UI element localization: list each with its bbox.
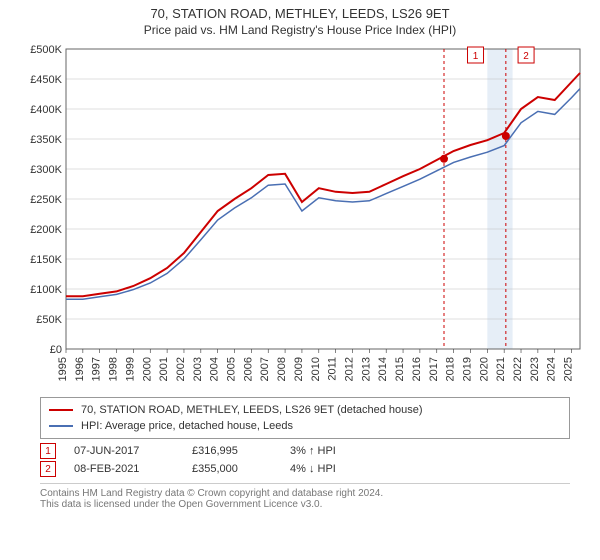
svg-text:2016: 2016 bbox=[411, 357, 423, 381]
line-chart: £0 £50K £100K £150K £200K £250K £300K £350K £400… bbox=[20, 41, 590, 391]
svg-text:2012: 2012 bbox=[343, 357, 355, 381]
svg-text:1: 1 bbox=[473, 51, 479, 62]
svg-text:2009: 2009 bbox=[293, 357, 305, 381]
sale-price: £316,995 bbox=[192, 445, 272, 457]
svg-text:2024: 2024 bbox=[546, 357, 558, 381]
svg-text:2022: 2022 bbox=[512, 357, 524, 381]
svg-text:£300K: £300K bbox=[30, 164, 62, 176]
svg-text:1997: 1997 bbox=[91, 357, 103, 381]
svg-text:£100K: £100K bbox=[30, 284, 62, 296]
svg-text:£400K: £400K bbox=[30, 104, 62, 116]
chart-area: £0 £50K £100K £150K £200K £250K £300K £350K £400… bbox=[20, 41, 590, 391]
svg-text:2023: 2023 bbox=[529, 357, 541, 381]
legend: 70, STATION ROAD, METHLEY, LEEDS, LS26 9… bbox=[40, 397, 570, 439]
svg-text:1995: 1995 bbox=[57, 357, 69, 381]
footnote: Contains HM Land Registry data © Crown c… bbox=[40, 483, 570, 510]
svg-text:£50K: £50K bbox=[36, 314, 62, 326]
legend-label: 70, STATION ROAD, METHLEY, LEEDS, LS26 9… bbox=[81, 404, 423, 416]
svg-text:2021: 2021 bbox=[495, 357, 507, 381]
sale-badge: 1 bbox=[40, 443, 56, 459]
chart-subtitle: Price paid vs. HM Land Registry's House … bbox=[0, 21, 600, 41]
sale-diff: 4% ↓ HPI bbox=[290, 463, 370, 475]
legend-label: HPI: Average price, detached house, Leed… bbox=[81, 420, 293, 432]
svg-text:2013: 2013 bbox=[360, 357, 372, 381]
svg-text:2005: 2005 bbox=[226, 357, 238, 381]
svg-text:2017: 2017 bbox=[428, 357, 440, 381]
svg-text:£200K: £200K bbox=[30, 224, 62, 236]
sale-badge: 2 bbox=[40, 461, 56, 477]
svg-text:2000: 2000 bbox=[141, 357, 153, 381]
svg-text:2019: 2019 bbox=[461, 357, 473, 381]
svg-text:£250K: £250K bbox=[30, 194, 62, 206]
chart-title: 70, STATION ROAD, METHLEY, LEEDS, LS26 9… bbox=[0, 0, 600, 21]
svg-text:2015: 2015 bbox=[394, 357, 406, 381]
sale-date: 08-FEB-2021 bbox=[74, 463, 174, 475]
svg-text:2002: 2002 bbox=[175, 357, 187, 381]
svg-text:2008: 2008 bbox=[276, 357, 288, 381]
svg-text:2011: 2011 bbox=[327, 357, 339, 381]
sale-price: £355,000 bbox=[192, 463, 272, 475]
sale-diff: 3% ↑ HPI bbox=[290, 445, 370, 457]
svg-text:2014: 2014 bbox=[377, 357, 389, 381]
legend-item: HPI: Average price, detached house, Leed… bbox=[49, 418, 561, 434]
footnote-line: This data is licensed under the Open Gov… bbox=[40, 499, 570, 510]
svg-text:1996: 1996 bbox=[74, 357, 86, 381]
svg-text:2001: 2001 bbox=[158, 357, 170, 381]
svg-text:2020: 2020 bbox=[478, 357, 490, 381]
svg-text:2003: 2003 bbox=[192, 357, 204, 381]
svg-text:£0: £0 bbox=[50, 344, 62, 356]
svg-text:1998: 1998 bbox=[108, 357, 120, 381]
svg-text:2025: 2025 bbox=[563, 357, 575, 381]
sales-table: 1 07-JUN-2017 £316,995 3% ↑ HPI 2 08-FEB-2021… bbox=[0, 443, 600, 477]
svg-text:£450K: £450K bbox=[30, 74, 62, 86]
sale-date: 07-JUN-2017 bbox=[74, 445, 174, 457]
sale-row: 1 07-JUN-2017 £316,995 3% ↑ HPI bbox=[40, 443, 570, 459]
svg-text:2018: 2018 bbox=[445, 357, 457, 381]
footnote-line: Contains HM Land Registry data © Crown c… bbox=[40, 488, 570, 499]
legend-swatch bbox=[49, 409, 73, 411]
svg-text:1999: 1999 bbox=[124, 357, 136, 381]
sale-row: 2 08-FEB-2021 £355,000 4% ↓ HPI bbox=[40, 461, 570, 477]
svg-text:£500K: £500K bbox=[30, 44, 62, 56]
svg-text:£150K: £150K bbox=[30, 254, 62, 266]
legend-swatch bbox=[49, 425, 73, 427]
svg-text:2004: 2004 bbox=[209, 357, 221, 381]
legend-item: 70, STATION ROAD, METHLEY, LEEDS, LS26 9… bbox=[49, 402, 561, 418]
svg-text:2: 2 bbox=[523, 51, 529, 62]
svg-text:2010: 2010 bbox=[310, 357, 322, 381]
svg-text:£350K: £350K bbox=[30, 134, 62, 146]
svg-text:2007: 2007 bbox=[259, 357, 271, 381]
svg-text:2006: 2006 bbox=[242, 357, 254, 381]
